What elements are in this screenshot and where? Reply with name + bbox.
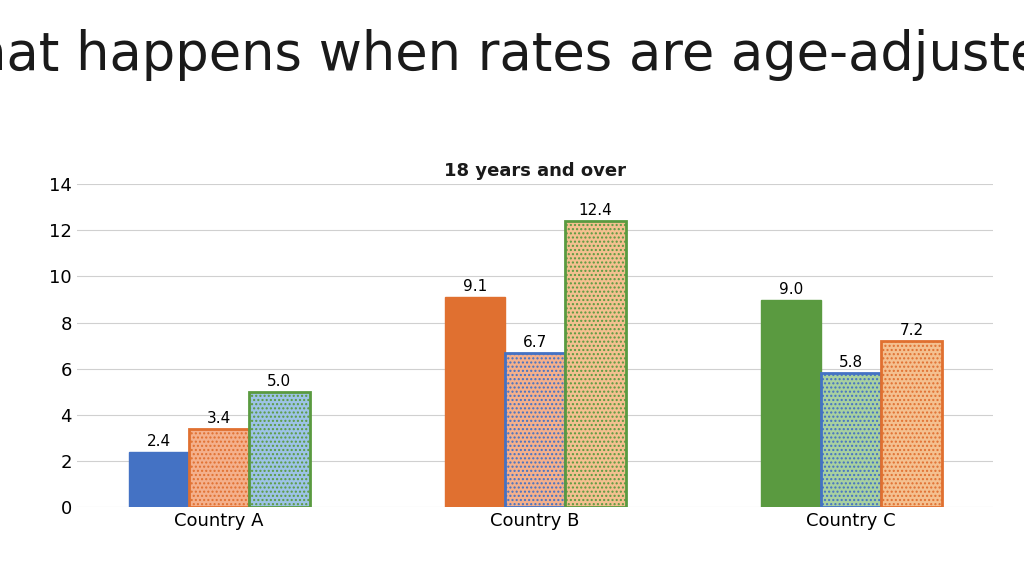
Bar	[821, 373, 882, 507]
Text: 6.7: 6.7	[523, 335, 547, 350]
Bar	[505, 353, 565, 507]
Text: What happens when rates are age-adjusted?: What happens when rates are age-adjusted…	[0, 29, 1024, 81]
Text: 7.2: 7.2	[899, 323, 924, 338]
Bar	[249, 392, 309, 507]
Title: 18 years and over: 18 years and over	[444, 162, 626, 180]
Bar	[761, 300, 821, 507]
Text: 9.0: 9.0	[778, 282, 803, 297]
Bar	[129, 452, 188, 507]
Text: 2.4: 2.4	[146, 434, 171, 449]
Bar	[882, 341, 941, 507]
Bar	[444, 297, 505, 507]
Bar	[188, 429, 249, 507]
Text: 9.1: 9.1	[463, 279, 486, 294]
Text: 12.4: 12.4	[579, 203, 612, 218]
Text: 3.4: 3.4	[207, 411, 231, 426]
Text: 5.0: 5.0	[267, 374, 292, 389]
Text: 5.8: 5.8	[839, 355, 863, 370]
Bar	[565, 221, 626, 507]
